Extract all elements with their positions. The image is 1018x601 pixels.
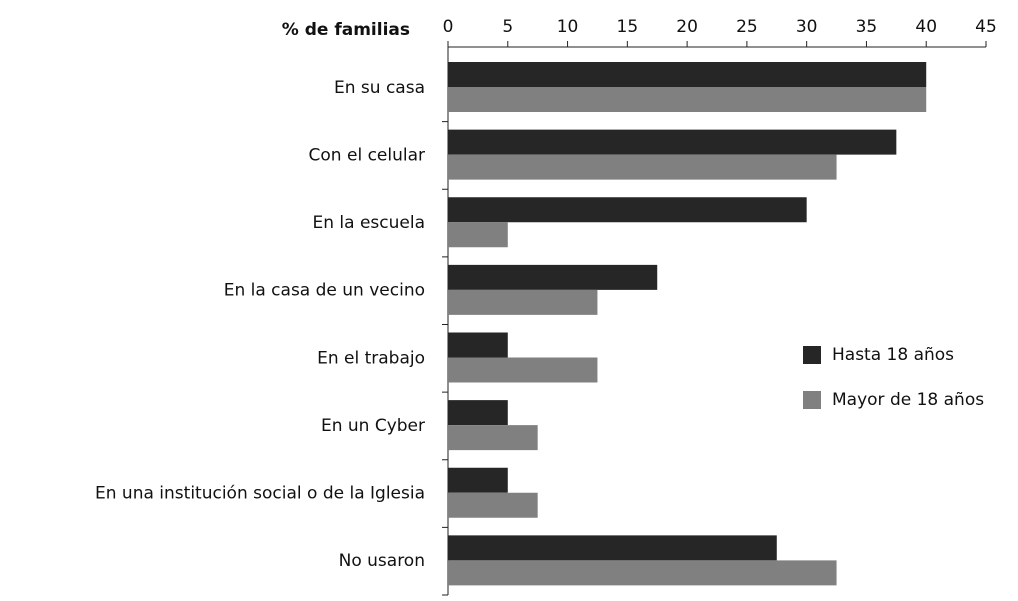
x-tick-label: 35 xyxy=(856,17,878,37)
x-tick-label: 45 xyxy=(975,17,997,37)
y-tick-label: En la casa de un vecino xyxy=(224,281,425,301)
y-tick-label: En su casa xyxy=(334,78,425,98)
bar xyxy=(448,62,927,87)
bar xyxy=(448,332,508,358)
bar xyxy=(448,400,508,426)
y-tick-label: Con el celular xyxy=(309,145,425,165)
y-tick-label: En un Cyber xyxy=(321,416,425,436)
bar xyxy=(448,467,508,493)
y-tick-label: En la escuela xyxy=(312,213,425,233)
x-tick-label: 25 xyxy=(736,17,758,37)
legend-label: Hasta 18 años xyxy=(832,345,954,365)
bar xyxy=(448,197,807,223)
x-tick-label: 10 xyxy=(557,17,579,37)
x-tick-label: 5 xyxy=(502,17,513,37)
bar xyxy=(448,129,897,155)
bar xyxy=(448,535,777,561)
x-tick-label: 15 xyxy=(617,17,639,37)
x-tick-label: 40 xyxy=(915,17,937,37)
axis-label: % de familias xyxy=(282,20,410,40)
bar xyxy=(448,264,658,290)
y-tick-label: En una institución social o de la Iglesi… xyxy=(95,484,425,504)
legend-swatch xyxy=(803,346,821,364)
bar xyxy=(448,425,538,451)
legend-label: Mayor de 18 años xyxy=(832,390,984,410)
bar xyxy=(448,154,837,180)
bar xyxy=(448,492,538,518)
bar xyxy=(448,560,837,586)
x-tick-label: 30 xyxy=(796,17,818,37)
bar xyxy=(448,87,927,112)
bar xyxy=(448,222,508,248)
bar xyxy=(448,289,598,315)
x-tick-label: 20 xyxy=(676,17,698,37)
y-tick-label: En el trabajo xyxy=(317,348,425,368)
x-tick-label: 0 xyxy=(443,17,454,37)
legend-swatch xyxy=(803,391,821,409)
y-tick-label: No usaron xyxy=(339,551,425,571)
bar xyxy=(448,357,598,383)
